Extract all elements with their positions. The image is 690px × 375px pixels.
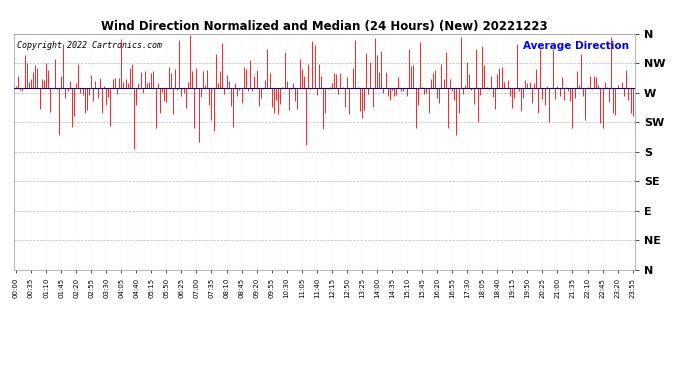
Title: Wind Direction Normalized and Median (24 Hours) (New) 20221223: Wind Direction Normalized and Median (24… [101, 20, 548, 33]
Text: Copyright 2022 Cartronics.com: Copyright 2022 Cartronics.com [17, 41, 162, 50]
Text: Average Direction: Average Direction [522, 41, 629, 51]
